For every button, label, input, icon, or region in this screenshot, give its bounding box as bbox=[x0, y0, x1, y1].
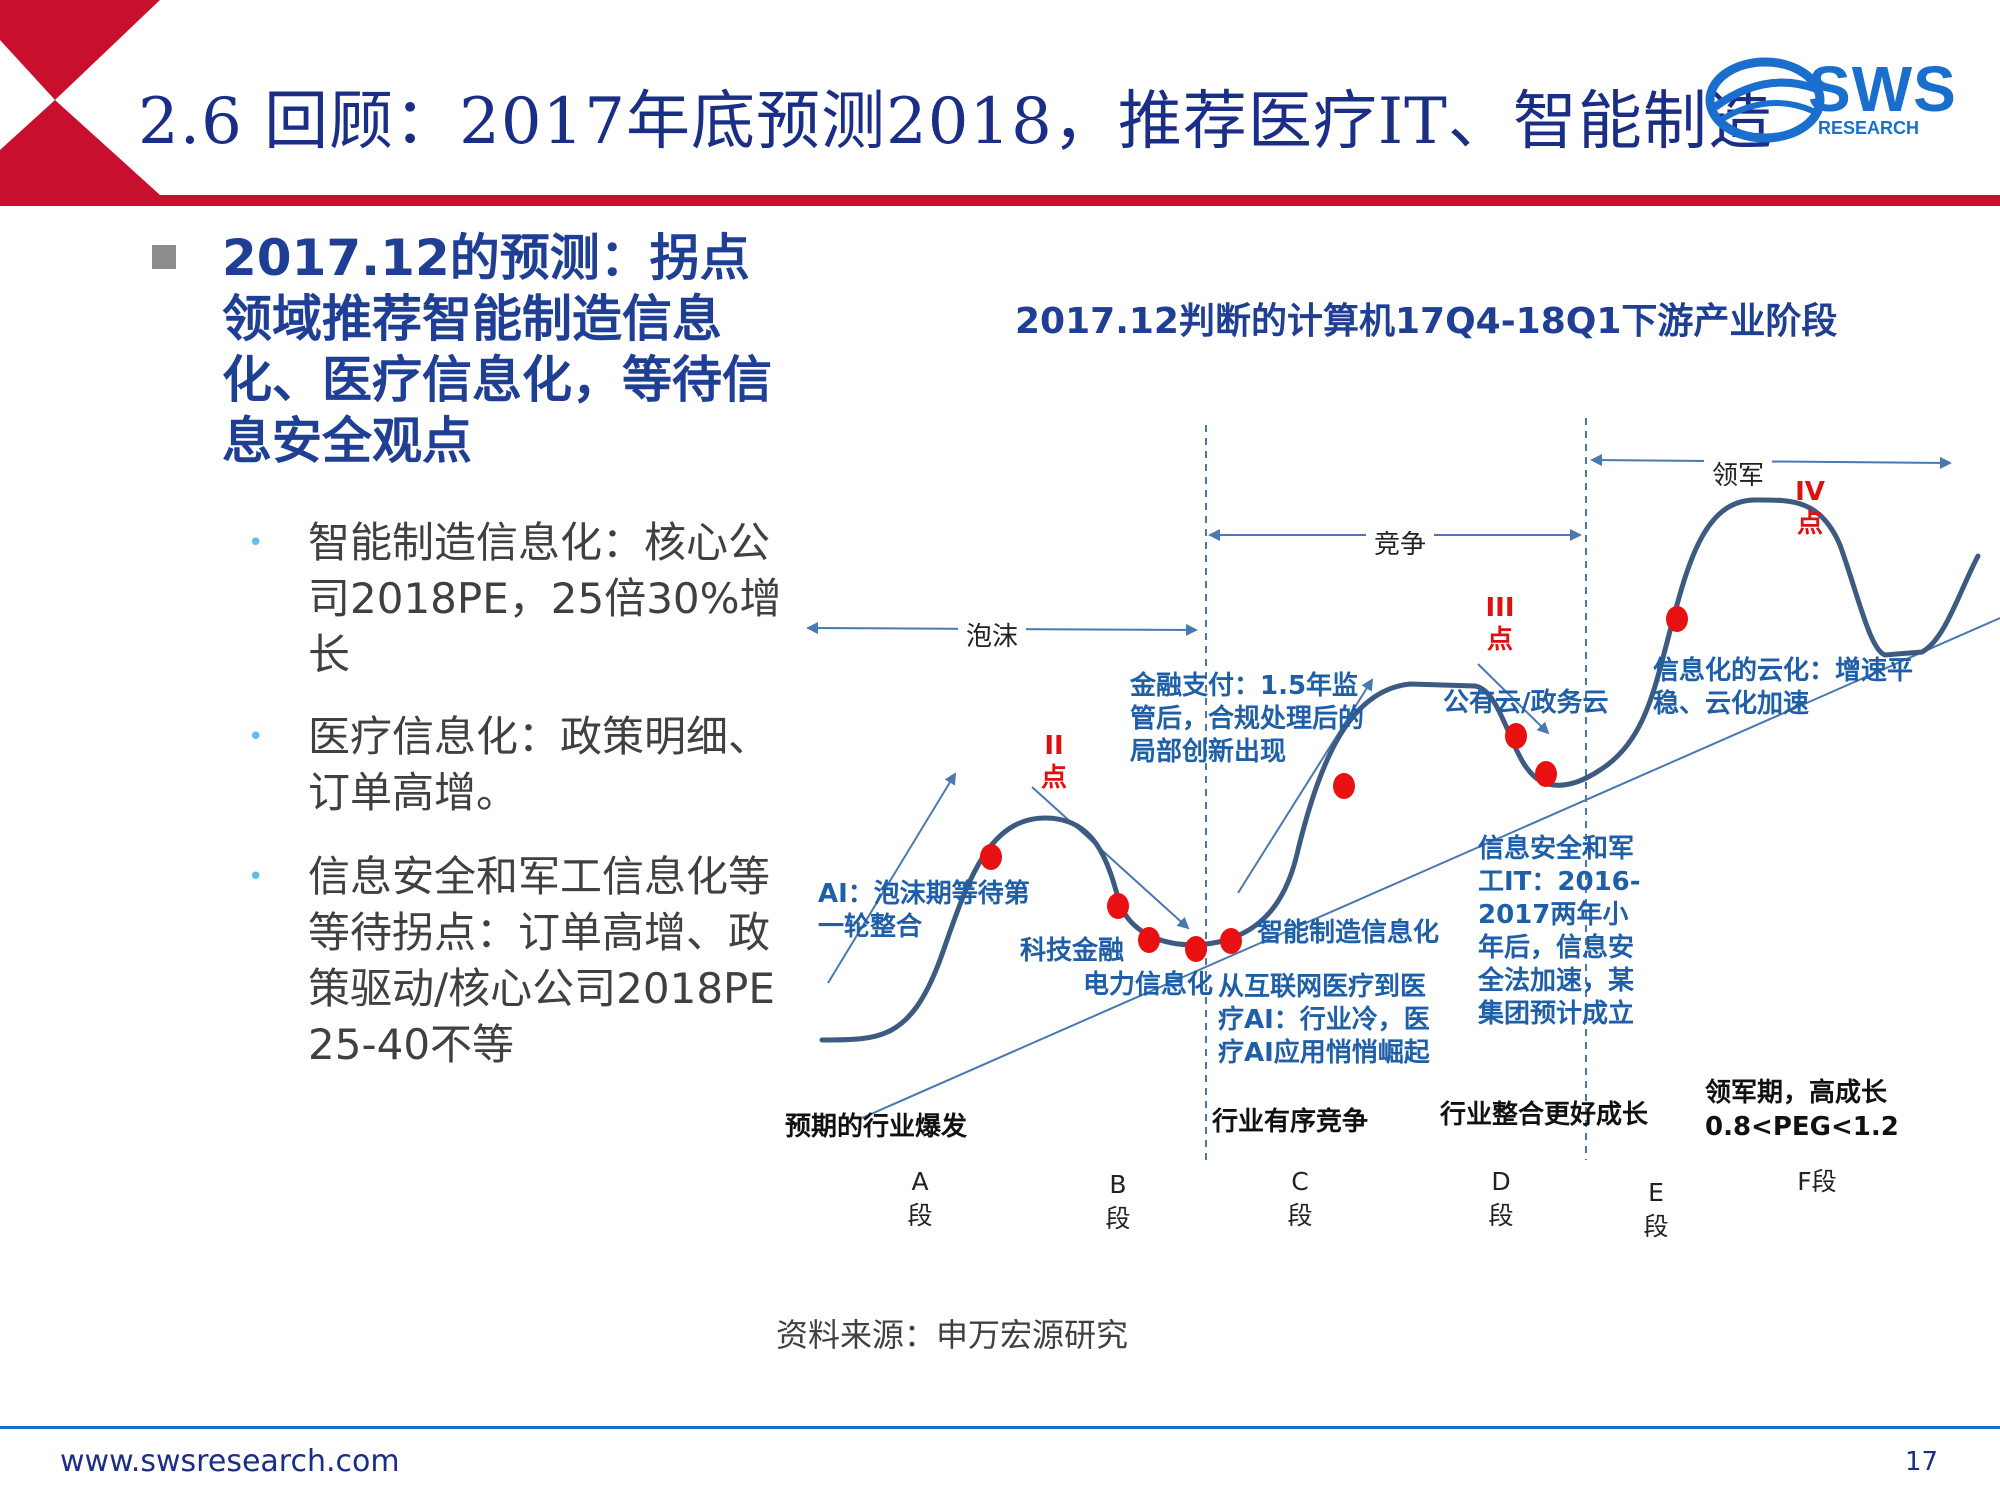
bullet-dot-icon: • bbox=[248, 722, 264, 752]
stage-label-integration: 行业整合更好成长 bbox=[1440, 1100, 1649, 1130]
annotation-cloudify: 信息化的云化：增速平稳、云化加速 bbox=[1653, 656, 1914, 719]
phase-label-leader: 领军 bbox=[1704, 455, 1773, 492]
sub-point-security: 信息安全和军工信息化等等待拐点：订单高增、政策驱动/核心公司2018PE 25-… bbox=[308, 852, 775, 1069]
phase-label-bubble: 泡沫 bbox=[958, 616, 1027, 653]
segment-e: E段 bbox=[1643, 1178, 1669, 1241]
red-point-marker bbox=[1333, 773, 1355, 799]
segment-b: B段 bbox=[1105, 1170, 1131, 1233]
bullet-dot-icon: • bbox=[248, 528, 264, 558]
point-ii-label: II点 bbox=[1040, 731, 1067, 793]
annotation-smart-mfg: 智能制造信息化 bbox=[1257, 918, 1440, 948]
annotation-cloud: 公有云/政务云 bbox=[1443, 688, 1609, 718]
red-point-marker bbox=[1107, 893, 1129, 919]
header-decoration bbox=[0, 0, 2000, 206]
annotation-ai: AI：泡沫期等待第一轮整合 bbox=[818, 879, 1030, 942]
page-number: 17 bbox=[1905, 1447, 1939, 1477]
point-iii-arrow bbox=[1477, 663, 1550, 735]
segment-f: F段 bbox=[1797, 1167, 1837, 1196]
phase-label-competition: 竞争 bbox=[1366, 524, 1435, 561]
finance-arrow bbox=[1237, 678, 1374, 894]
page-title: 2.6 回顾：2017年底预测2018，推荐医疗IT、智能制造 bbox=[138, 85, 1773, 159]
stage-label-leader: 领军期，高成长 0.8<PEG<1.2 bbox=[1705, 1078, 1899, 1142]
source-note: 资料来源：申万宏源研究 bbox=[776, 1316, 1129, 1354]
annotation-fintech: 科技金融 bbox=[1020, 936, 1125, 966]
red-point-marker bbox=[1185, 936, 1207, 962]
bullet-square-icon bbox=[152, 245, 176, 269]
footer-url[interactable]: www.swsresearch.com bbox=[60, 1444, 400, 1479]
stage-label-orderly: 行业有序竞争 bbox=[1212, 1107, 1369, 1137]
logo-subtext: RESEARCH bbox=[1818, 118, 1920, 138]
main-point: 2017.12的预测：拐点领域推荐智能制造信息化、医疗信息化，等待信息安全观点 bbox=[222, 229, 772, 470]
red-point-marker bbox=[1666, 606, 1688, 632]
bullet-dot-icon: • bbox=[248, 862, 264, 892]
footer-divider bbox=[0, 1426, 2000, 1429]
segment-a: A段 bbox=[907, 1167, 933, 1230]
sub-point-smart-mfg: 智能制造信息化：核心公司2018PE，25倍30%增长 bbox=[308, 518, 782, 679]
annotation-medical: 从互联网医疗到医疗AI：行业冷，医疗AI应用悄悄崛起 bbox=[1218, 972, 1430, 1068]
segment-d: D段 bbox=[1488, 1167, 1514, 1230]
red-point-marker bbox=[1220, 928, 1242, 954]
point-iv-label: IV点 bbox=[1795, 477, 1825, 539]
point-ii-arrow bbox=[1031, 786, 1190, 930]
logo-text: SWS bbox=[1808, 53, 1957, 125]
sws-globe-icon bbox=[1705, 57, 1825, 143]
annotation-finance-pay: 金融支付：1.5年监管后，合规处理后的局部创新出现 bbox=[1130, 671, 1365, 767]
point-iii-label: III点 bbox=[1485, 593, 1515, 655]
diagram-title: 2017.12判断的计算机17Q4-18Q1下游产业阶段 bbox=[1015, 301, 1838, 342]
annotation-security: 信息安全和军工IT：2016-2017两年小年后，信息安全法加速，某集团预计成立 bbox=[1478, 834, 1641, 1029]
red-point-marker bbox=[1505, 723, 1527, 749]
red-point-marker bbox=[1138, 927, 1160, 953]
industry-curve bbox=[819, 497, 1981, 1043]
red-point-marker bbox=[980, 844, 1002, 870]
sub-point-medical: 医疗信息化：政策明细、订单高增。 bbox=[308, 712, 771, 817]
trend-line bbox=[861, 617, 2000, 1119]
ai-arrow bbox=[827, 772, 957, 984]
segment-c: C段 bbox=[1287, 1167, 1313, 1230]
stage-label-explosion: 预期的行业爆发 bbox=[785, 1112, 968, 1142]
red-point-marker bbox=[1535, 761, 1557, 787]
annotation-power: 电力信息化 bbox=[1083, 970, 1214, 1000]
